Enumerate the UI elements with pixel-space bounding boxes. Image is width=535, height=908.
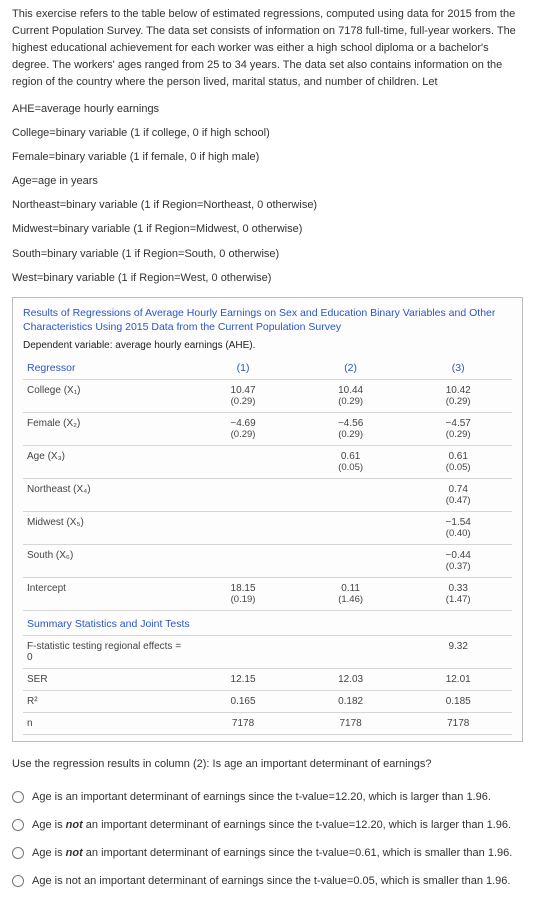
table-row: Northeast (X₄) 0.74(0.47) [23, 478, 512, 511]
def-south: South=binary variable (1 if Region=South… [12, 246, 523, 263]
cell: 0.61(0.05) [404, 445, 512, 478]
summary-cell: 12.15 [189, 668, 297, 690]
def-northeast: Northeast=binary variable (1 if Region=N… [12, 197, 523, 214]
answer-choice[interactable]: Age is not an important determinant of e… [12, 874, 523, 890]
regressor-label: South (X₆) [23, 544, 189, 577]
summary-cell: 12.01 [404, 668, 512, 690]
summary-label: R² [23, 690, 189, 712]
intro-text: This exercise refers to the table below … [12, 6, 523, 91]
summary-section-label: Summary Statistics and Joint Tests [23, 610, 512, 635]
cell: 10.42(0.29) [404, 379, 512, 412]
radio-icon[interactable] [12, 847, 24, 859]
header-regressor: Regressor [23, 357, 189, 380]
summary-cell: 0.165 [189, 690, 297, 712]
regressor-label: College (X₁) [23, 379, 189, 412]
table-subtitle: Dependent variable: average hourly earni… [23, 340, 512, 351]
table-row: South (X₆) −0.44(0.37) [23, 544, 512, 577]
radio-icon[interactable] [12, 819, 24, 831]
cell: −1.54(0.40) [404, 511, 512, 544]
header-col1: (1) [189, 357, 297, 380]
def-midwest: Midwest=binary variable (1 if Region=Mid… [12, 221, 523, 238]
header-col3: (3) [404, 357, 512, 380]
summary-cell: 9.32 [404, 635, 512, 668]
cell: 0.74(0.47) [404, 478, 512, 511]
cell [189, 544, 297, 577]
answer-choice[interactable]: Age is not an important determinant of e… [12, 818, 523, 834]
summary-cell [297, 635, 405, 668]
def-female: Female=binary variable (1 if female, 0 i… [12, 149, 523, 166]
regressor-label: Midwest (X₅) [23, 511, 189, 544]
def-age: Age=age in years [12, 173, 523, 190]
cell [189, 511, 297, 544]
regression-table: Results of Regressions of Average Hourly… [12, 297, 523, 742]
cell: −4.69(0.29) [189, 412, 297, 445]
cell [297, 511, 405, 544]
def-west: West=binary variable (1 if Region=West, … [12, 270, 523, 287]
table-title: Results of Regressions of Average Hourly… [23, 306, 512, 334]
summary-cell: 0.185 [404, 690, 512, 712]
cell [297, 478, 405, 511]
def-college: College=binary variable (1 if college, 0… [12, 125, 523, 142]
summary-label: F-statistic testing regional effects = 0 [23, 635, 189, 668]
cell [189, 445, 297, 478]
variable-definitions: AHE=average hourly earnings College=bina… [12, 101, 523, 286]
table-row: Female (X₂)−4.69(0.29)−4.56(0.29)−4.57(0… [23, 412, 512, 445]
summary-row: SER12.1512.0312.01 [23, 668, 512, 690]
table-row: Midwest (X₅) −1.54(0.40) [23, 511, 512, 544]
cell [297, 544, 405, 577]
table-row: College (X₁)10.47(0.29)10.44(0.29)10.42(… [23, 379, 512, 412]
summary-cell: 12.03 [297, 668, 405, 690]
cell: −4.57(0.29) [404, 412, 512, 445]
cell: 0.33(1.47) [404, 577, 512, 610]
summary-label: n [23, 712, 189, 734]
cell: −0.44(0.37) [404, 544, 512, 577]
cell: 10.47(0.29) [189, 379, 297, 412]
summary-cell: 7178 [404, 712, 512, 734]
table-row: Intercept18.15(0.19)0.11(1.46)0.33(1.47) [23, 577, 512, 610]
cell: 18.15(0.19) [189, 577, 297, 610]
regressor-label: Female (X₂) [23, 412, 189, 445]
regressor-label: Intercept [23, 577, 189, 610]
summary-cell: 0.182 [297, 690, 405, 712]
radio-icon[interactable] [12, 875, 24, 887]
summary-cell: 7178 [297, 712, 405, 734]
summary-row: R²0.1650.1820.185 [23, 690, 512, 712]
table-row: Age (X₃) 0.61(0.05)0.61(0.05) [23, 445, 512, 478]
summary-cell: 7178 [189, 712, 297, 734]
cell: −4.56(0.29) [297, 412, 405, 445]
radio-icon[interactable] [12, 791, 24, 803]
choice-text: Age is not an important determinant of e… [32, 818, 511, 834]
cell: 0.11(1.46) [297, 577, 405, 610]
answer-choice[interactable]: Age is not an important determinant of e… [12, 846, 523, 862]
choice-text: Age is not an important determinant of e… [32, 846, 512, 862]
regressor-label: Age (X₃) [23, 445, 189, 478]
choice-text: Age is not an important determinant of e… [32, 874, 510, 890]
header-col2: (2) [297, 357, 405, 380]
summary-label: SER [23, 668, 189, 690]
summary-row: n717871787178 [23, 712, 512, 734]
cell: 10.44(0.29) [297, 379, 405, 412]
results-table: Regressor (1) (2) (3) College (X₁)10.47(… [23, 357, 512, 735]
def-ahe: AHE=average hourly earnings [12, 101, 523, 118]
answer-choice[interactable]: Age is an important determinant of earni… [12, 790, 523, 806]
question-text: Use the regression results in column (2)… [12, 756, 523, 773]
regressor-label: Northeast (X₄) [23, 478, 189, 511]
answer-choices: Age is an important determinant of earni… [12, 790, 523, 890]
summary-cell [189, 635, 297, 668]
cell [189, 478, 297, 511]
choice-text: Age is an important determinant of earni… [32, 790, 491, 806]
cell: 0.61(0.05) [297, 445, 405, 478]
summary-row: F-statistic testing regional effects = 0… [23, 635, 512, 668]
